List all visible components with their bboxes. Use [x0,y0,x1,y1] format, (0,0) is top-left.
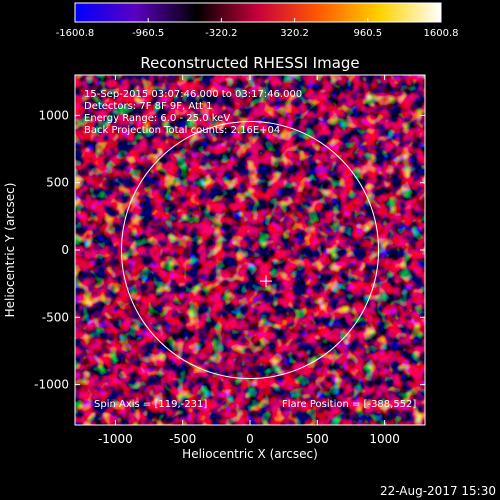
colorbar-ticks: -1600.8 -960.5 -320.2 320.2 960.5 1600.8 [56,18,459,39]
colorbar-tick-label: 320.2 [280,28,309,39]
x-tick-label: 0 [246,432,254,446]
solar-limb-circle [120,120,380,380]
x-tick-label: 500 [306,432,329,446]
colorbar: -1600.8 -960.5 -320.2 320.2 960.5 1600.8 [56,2,459,39]
spin-axis-text: Spin Axis = [119,-231] [94,399,207,410]
y-tick-label: -1000 [34,378,69,392]
colorbar-tick-label: 960.5 [353,28,382,39]
info-annotations: 15-Sep-2015 03:07:46.000 to 03:17:46.000… [84,89,302,136]
chart-title: Reconstructed RHESSI Image [140,54,359,72]
y-tick-label: 1000 [38,108,69,122]
spin-axis-cross-marker [260,275,273,288]
x-tick-label: 1000 [369,432,400,446]
colorbar-gradient [74,2,442,23]
colorbar-tick-label: 1600.8 [424,28,459,39]
annotation-line: Back Projection Total counts: 2.16E+04 [84,125,280,136]
x-tick-label: -500 [169,432,196,446]
flare-position-text: Flare Position = [-388,552] [282,399,416,410]
y-tick-label: 0 [61,243,69,257]
x-tick-label: -1000 [98,432,133,446]
y-axis-label: Heliocentric Y (arcsec) [3,183,17,318]
colorbar-tick-label: -1600.8 [56,28,95,39]
footer-timestamp: 22-Aug-2017 15:30 [380,484,496,498]
reconstructed-image-heatmap [75,75,425,425]
y-tick-label: -500 [42,310,69,324]
y-axis-ticks: 1000 500 0 -500 -1000 [34,108,425,392]
annotation-line: Energy Range: 6.0 - 25.0 keV [84,113,230,124]
x-axis-label: Heliocentric X (arcsec) [182,447,318,461]
annotation-line: Detectors: 7F 8F 9F, Att 1 [84,101,212,112]
colorbar-tick-label: -320.2 [205,28,237,39]
annotation-line: 15-Sep-2015 03:07:46.000 to 03:17:46.000 [84,89,302,100]
x-axis-ticks: -1000 -500 0 500 1000 [98,75,400,446]
plot-area [75,75,425,425]
y-tick-label: 500 [46,176,69,190]
colorbar-tick-label: -960.5 [132,28,164,39]
